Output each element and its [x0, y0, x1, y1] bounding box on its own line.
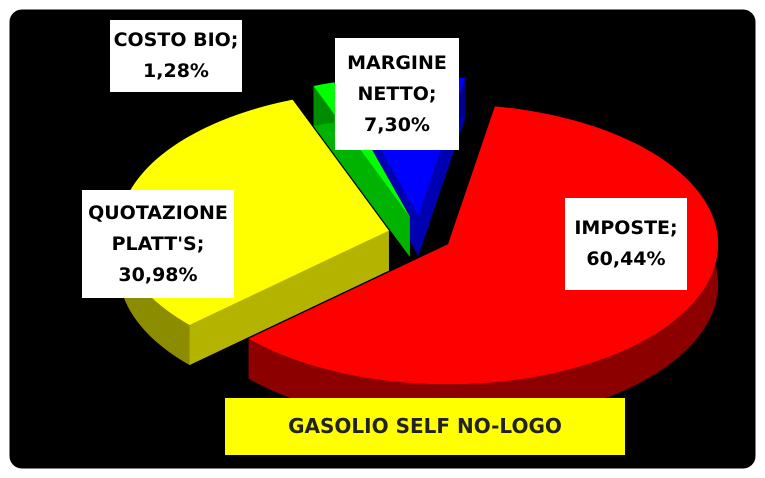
- data-label-name: COSTO BIO;: [110, 25, 242, 56]
- label-separator: ;: [230, 29, 239, 51]
- label-separator: ;: [428, 82, 437, 105]
- chart-title: GASOLIO SELF NO-LOGO: [225, 398, 625, 455]
- data-label: IMPOSTE; 60,44%: [565, 198, 687, 290]
- data-label-value: 1,28%: [143, 60, 209, 82]
- data-label: MARGINE NETTO; 7,30%: [335, 38, 459, 150]
- data-label-value: 7,30%: [364, 113, 430, 136]
- slice-edge: [189, 230, 389, 365]
- category-name: IMPOSTE: [574, 217, 671, 239]
- data-label-name: MARGINE NETTO;: [335, 48, 459, 110]
- data-label-value: 30,98%: [118, 263, 198, 286]
- label-separator: ;: [670, 217, 678, 239]
- data-label-name: IMPOSTE;: [565, 213, 687, 244]
- label-separator: ;: [196, 232, 205, 255]
- data-label-value: 60,44%: [586, 248, 666, 270]
- data-label-name: QUOTAZIONE PLATT'S;: [82, 198, 234, 260]
- category-name: MARGINE NETTO: [347, 51, 447, 105]
- data-label: COSTO BIO; 1,28%: [110, 20, 242, 92]
- category-name: QUOTAZIONE PLATT'S: [88, 201, 228, 255]
- slice: [248, 106, 719, 385]
- data-label: QUOTAZIONE PLATT'S; 30,98%: [82, 190, 234, 298]
- slice-side: [248, 106, 719, 425]
- category-name: COSTO BIO: [113, 29, 231, 51]
